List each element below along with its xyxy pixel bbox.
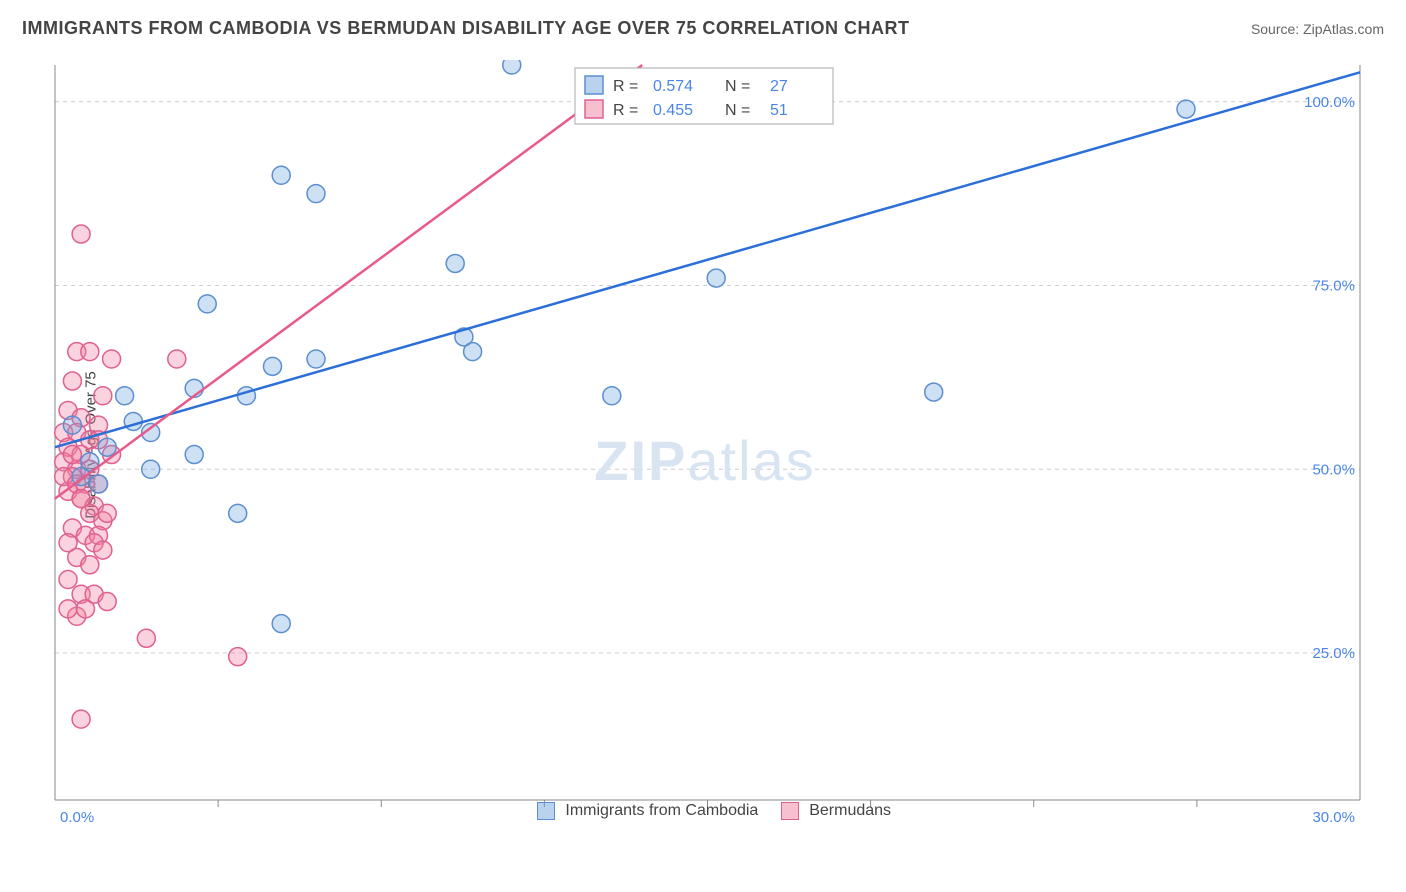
chart-source: Source: ZipAtlas.com bbox=[1251, 21, 1384, 37]
svg-text:51: 51 bbox=[770, 102, 788, 119]
svg-text:N =: N = bbox=[725, 102, 750, 119]
bottom-legend: Immigrants from Cambodia Bermudans bbox=[45, 802, 1365, 820]
svg-text:ZIPatlas: ZIPatlas bbox=[594, 429, 815, 492]
chart-area: Disability Age Over 75 25.0%50.0%75.0%10… bbox=[45, 60, 1365, 830]
svg-text:27: 27 bbox=[770, 78, 788, 95]
svg-text:50.0%: 50.0% bbox=[1312, 461, 1355, 478]
legend-swatch-blue bbox=[537, 802, 555, 820]
legend-label-1: Immigrants from Cambodia bbox=[565, 802, 758, 819]
svg-text:75.0%: 75.0% bbox=[1312, 278, 1355, 295]
chart-title: IMMIGRANTS FROM CAMBODIA VS BERMUDAN DIS… bbox=[22, 18, 910, 39]
svg-text:100.0%: 100.0% bbox=[1304, 94, 1355, 111]
svg-text:25.0%: 25.0% bbox=[1312, 645, 1355, 662]
svg-text:N =: N = bbox=[725, 78, 750, 95]
svg-text:0.455: 0.455 bbox=[653, 102, 693, 119]
svg-text:R =: R = bbox=[613, 102, 638, 119]
legend-swatch-pink bbox=[781, 802, 799, 820]
svg-text:R =: R = bbox=[613, 78, 638, 95]
legend-label-2: Bermudans bbox=[809, 802, 891, 819]
scatter-plot: 25.0%50.0%75.0%100.0%ZIPatlas0.0%30.0%R … bbox=[45, 60, 1365, 830]
chart-header: IMMIGRANTS FROM CAMBODIA VS BERMUDAN DIS… bbox=[22, 18, 1384, 39]
svg-text:0.574: 0.574 bbox=[653, 78, 693, 95]
